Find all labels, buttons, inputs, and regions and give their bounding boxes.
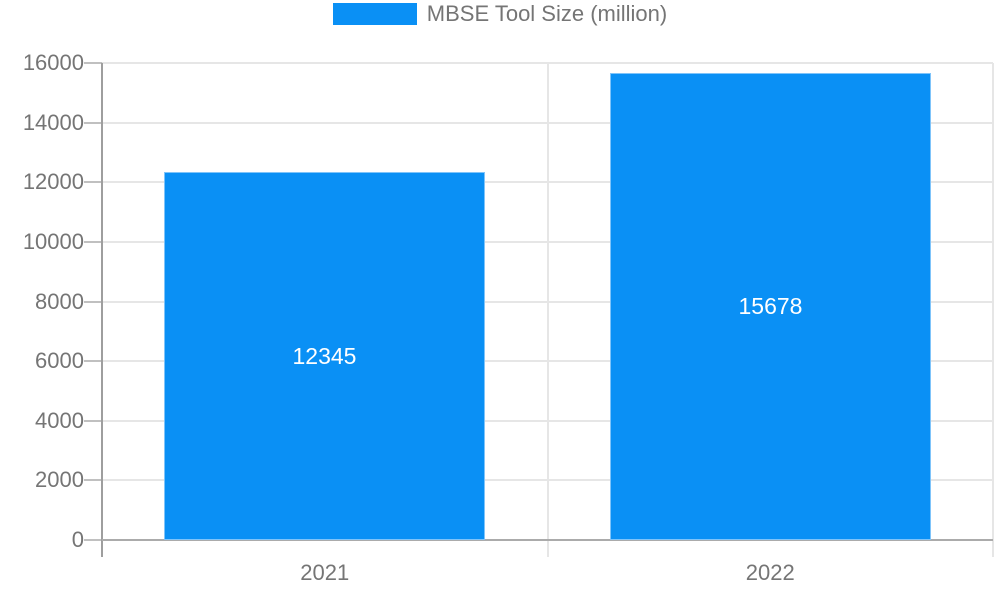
y-axis-tick <box>84 121 102 124</box>
x-axis-line <box>102 539 993 541</box>
y-axis-tick <box>84 360 102 363</box>
y-axis-tick <box>84 181 102 184</box>
y-axis-tick-label: 16000 <box>22 50 84 75</box>
y-axis-tick-label: 12000 <box>22 169 84 195</box>
y-axis-tick-label: 0 <box>71 527 84 552</box>
bar-value-label: 15678 <box>738 293 803 320</box>
y-axis-tick <box>84 539 102 541</box>
bar-value-label: 12345 <box>292 342 357 369</box>
category-boundary-line <box>546 63 549 557</box>
y-axis-tick-label: 6000 <box>35 348 84 374</box>
y-axis-line <box>101 63 103 557</box>
y-axis-tick-label: 4000 <box>35 407 84 433</box>
legend-swatch <box>332 3 417 25</box>
bar <box>610 72 931 540</box>
chart-legend: MBSE Tool Size (million) <box>0 0 1000 28</box>
legend-label: MBSE Tool Size (million) <box>426 1 668 26</box>
x-axis-tick-label: 2021 <box>300 560 350 585</box>
y-axis-tick-label: 8000 <box>35 288 84 314</box>
y-axis-tick-label: 14000 <box>22 109 84 135</box>
y-axis-tick <box>84 62 102 64</box>
y-axis-tick-label: 10000 <box>22 228 84 254</box>
y-axis-tick <box>84 300 102 303</box>
bar <box>164 171 485 540</box>
category-boundary-line <box>992 63 994 557</box>
y-axis-tick <box>84 479 102 482</box>
y-axis-tick <box>84 240 102 243</box>
y-axis-tick-label: 2000 <box>35 467 84 493</box>
y-axis-tick <box>84 419 102 422</box>
x-axis-tick-label: 2022 <box>745 560 795 585</box>
